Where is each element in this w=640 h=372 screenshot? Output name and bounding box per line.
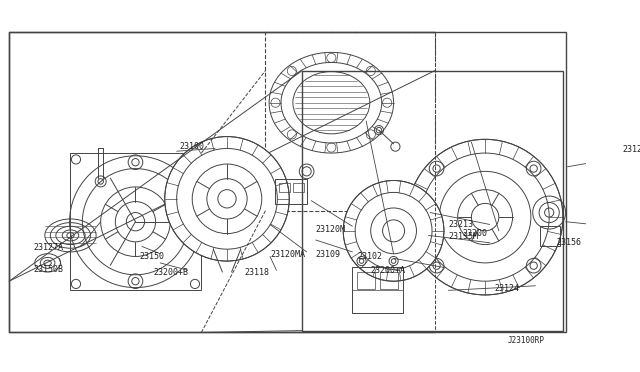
Polygon shape (213, 249, 241, 272)
Text: 23127A: 23127A (33, 243, 63, 252)
Text: 23200+B: 23200+B (154, 269, 189, 278)
Text: 23213: 23213 (449, 220, 474, 229)
Ellipse shape (164, 137, 289, 261)
Text: 23135M: 23135M (449, 232, 479, 241)
Bar (9, 32, 566, 333)
Bar (266, 32, 435, 211)
Bar (380, 272, 398, 289)
Ellipse shape (407, 140, 563, 295)
Text: 23150B: 23150B (33, 265, 63, 274)
Text: 23120M: 23120M (316, 225, 346, 234)
Text: 23118: 23118 (244, 269, 269, 278)
Bar (275, 179, 307, 204)
Bar (70, 153, 202, 290)
Text: 23127: 23127 (623, 145, 640, 154)
Text: 23100: 23100 (179, 142, 204, 151)
Text: 23156: 23156 (557, 238, 582, 247)
Bar (293, 183, 304, 192)
Text: 23150: 23150 (139, 252, 164, 261)
Text: 23102: 23102 (357, 252, 382, 261)
Bar (357, 272, 375, 289)
Text: 23124: 23124 (494, 284, 519, 293)
Bar (279, 183, 290, 192)
Bar (302, 71, 563, 331)
Bar (540, 226, 560, 246)
Bar (353, 267, 403, 313)
Text: J23100RP: J23100RP (508, 336, 545, 345)
Ellipse shape (343, 180, 444, 281)
Text: 23200: 23200 (462, 229, 487, 238)
Text: 23200+A: 23200+A (371, 266, 406, 275)
Text: 23120MA: 23120MA (270, 250, 305, 259)
Text: 23109: 23109 (316, 250, 340, 259)
